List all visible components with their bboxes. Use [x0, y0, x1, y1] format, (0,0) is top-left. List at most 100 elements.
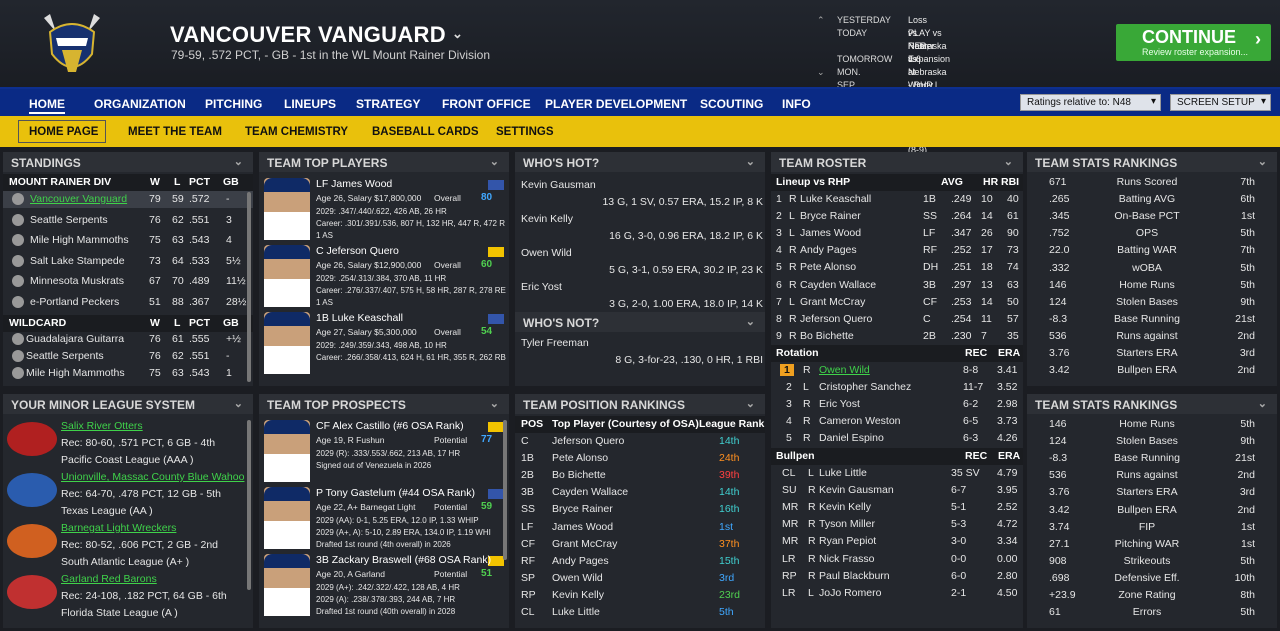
minor-team-name[interactable]: Garland Red Barons — [3, 571, 253, 588]
position-row[interactable]: 1B Pete Alonso 24th — [515, 450, 765, 467]
tab-team-chemistry[interactable]: TEAM CHEMISTRY — [245, 126, 349, 138]
stat-label[interactable]: Bullpen ERA — [1117, 503, 1177, 516]
player-name[interactable]: LF James Wood — [316, 178, 393, 190]
tab-meet-the-team[interactable]: MEET THE TEAM — [128, 126, 222, 138]
chevron-down-icon[interactable]: ⌄ — [1003, 156, 1013, 168]
stat-label[interactable]: Stolen Bases — [1116, 295, 1178, 308]
player-name[interactable]: James Wood — [800, 227, 862, 240]
team-name[interactable]: Minnesota Muskrats — [30, 275, 124, 287]
lineup-row[interactable]: 4 R Andy Pages RF .252 17 73 — [771, 242, 1023, 259]
position-row[interactable]: SS Bryce Rainer 16th — [515, 501, 765, 518]
player-card[interactable]: CF Alex Castillo (#6 OSA Rank) Age 19, R … — [264, 420, 504, 484]
rotation-row[interactable]: 5 R Daniel Espino 6-3 4.26 — [771, 430, 1023, 447]
player-name[interactable]: Owen Wild — [521, 247, 572, 259]
player-card[interactable]: 3B Zackary Braswell (#68 OSA Rank) Age 20… — [264, 554, 504, 618]
player-name[interactable]: CF Alex Castillo (#6 OSA Rank) — [316, 420, 464, 432]
scrollbar[interactable] — [247, 420, 251, 590]
stat-row[interactable]: 536 Runs against 2nd — [1027, 467, 1277, 484]
position-row[interactable]: RP Kevin Kelly 23rd — [515, 587, 765, 604]
standings-row[interactable]: Minnesota Muskrats 67 70 .489 11½ — [3, 273, 253, 290]
player-name[interactable]: Cayden Wallace — [552, 486, 629, 499]
player-name[interactable]: Cayden Wallace — [800, 278, 877, 291]
nav-player-development[interactable]: PLAYER DEVELOPMENT — [545, 97, 688, 111]
team-link[interactable]: Barnegat Light Wreckers — [61, 522, 177, 534]
player-name[interactable]: Bryce Rainer — [800, 210, 861, 223]
scrollbar[interactable] — [503, 420, 507, 560]
bullpen-row[interactable]: MR R Ryan Pepiot 3-0 3.34 — [771, 533, 1023, 550]
chevron-down-icon[interactable]: ⌄ — [817, 67, 825, 77]
stat-row[interactable]: -8.3 Base Running 21st — [1027, 450, 1277, 467]
stat-label[interactable]: Runs against — [1116, 329, 1178, 342]
position-row[interactable]: LF James Wood 1st — [515, 519, 765, 536]
player-name[interactable]: Eric Yost — [521, 281, 562, 293]
tab-home-page[interactable]: HOME PAGE — [29, 126, 99, 138]
stat-label[interactable]: Starters ERA — [1116, 486, 1178, 499]
player-name[interactable]: Bo Bichette — [552, 469, 606, 482]
lineup-row[interactable]: 5 R Pete Alonso DH .251 18 74 — [771, 259, 1023, 276]
player-name[interactable]: Grant McCray — [800, 295, 866, 308]
player-name[interactable]: 1B Luke Keaschall — [316, 312, 403, 324]
stat-label[interactable]: Defensive Eff. — [1114, 571, 1180, 584]
wildcard-row[interactable]: Seattle Serpents 76 62 .551 - — [3, 348, 253, 365]
bullpen-row[interactable]: MR R Tyson Miller 5-3 4.72 — [771, 516, 1023, 533]
stat-row[interactable]: 61 Errors 5th — [1027, 604, 1277, 621]
lineup-row[interactable]: 8 R Jeferson Quero C .254 11 57 — [771, 311, 1023, 328]
player-name[interactable]: Kevin Kelly — [819, 501, 871, 514]
chevron-down-icon[interactable]: ⌄ — [489, 398, 499, 410]
stat-row[interactable]: 124 Stolen Bases 9th — [1027, 433, 1277, 450]
stat-label[interactable]: Errors — [1132, 606, 1162, 619]
ratings-dropdown[interactable]: Ratings relative to: N48 ▾ — [1020, 94, 1161, 111]
lineup-row[interactable]: 3 L James Wood LF .347 26 90 — [771, 225, 1023, 242]
stat-label[interactable]: Base Running — [1114, 312, 1180, 325]
stat-row[interactable]: 3.76 Starters ERA 3rd — [1027, 484, 1277, 501]
minor-team-name[interactable]: Unionville, Massac County Blue Wahoo — [3, 469, 253, 486]
nav-home[interactable]: HOME — [29, 97, 65, 114]
nav-front-office[interactable]: FRONT OFFICE — [442, 97, 531, 111]
stat-row[interactable]: 27.1 Pitching WAR 1st — [1027, 536, 1277, 553]
player-card[interactable]: P Tony Gastelum (#44 OSA Rank) Age 22, A+… — [264, 487, 504, 551]
team-name[interactable]: e-Portland Peckers — [30, 295, 120, 308]
stat-row[interactable]: +23.9 Zone Rating 8th — [1027, 587, 1277, 604]
schedule-value[interactable]: Loss vs NEB, 4-6 — [908, 15, 930, 64]
stat-row[interactable]: 124 Stolen Bases 9th — [1027, 294, 1277, 311]
chevron-down-icon[interactable]: ⌄ — [233, 156, 243, 168]
position-row[interactable]: 2B Bo Bichette 39th — [515, 467, 765, 484]
stat-row[interactable]: 146 Home Runs 5th — [1027, 416, 1277, 433]
tab-baseball-cards[interactable]: BASEBALL CARDS — [372, 126, 479, 138]
stat-label[interactable]: Starters ERA — [1116, 347, 1178, 359]
player-name[interactable]: Owen Wild — [552, 571, 603, 584]
stat-row[interactable]: 908 Strikeouts 5th — [1027, 553, 1277, 570]
standings-row[interactable]: Vancouver Vanguard 79 59 .572 - — [3, 191, 253, 208]
hot-player-name[interactable]: Kevin Gausman — [515, 177, 765, 194]
stat-row[interactable]: .698 Defensive Eff. 10th — [1027, 570, 1277, 587]
stat-label[interactable]: Strikeouts — [1123, 554, 1171, 567]
position-row[interactable]: SP Owen Wild 3rd — [515, 570, 765, 587]
bullpen-row[interactable]: SU R Kevin Gausman 6-7 3.95 — [771, 482, 1023, 499]
standings-row[interactable]: Salt Lake Stampede 73 64 .533 5½ — [3, 253, 253, 270]
stat-label[interactable]: wOBA — [1132, 261, 1162, 274]
stat-label[interactable]: Pitching WAR — [1114, 537, 1180, 550]
player-name[interactable]: Pete Alonso — [800, 261, 857, 274]
rotation-row[interactable]: 4 R Cameron Weston 6-5 3.73 — [771, 413, 1023, 430]
bullpen-row[interactable]: RP R Paul Blackburn 6-0 2.80 — [771, 568, 1023, 585]
chevron-down-icon[interactable]: ⌄ — [745, 316, 755, 328]
chevron-down-icon[interactable]: ⌄ — [1257, 398, 1267, 410]
player-name[interactable]: Kevin Gausman — [819, 484, 894, 497]
hot-player-name[interactable]: Owen Wild — [515, 245, 765, 262]
chevron-up-icon[interactable]: ⌃ — [817, 15, 825, 25]
player-name[interactable]: Kevin Kelly — [521, 213, 573, 225]
team-name[interactable]: Mile High Mammoths — [26, 367, 125, 379]
chevron-down-icon[interactable]: ⌄ — [451, 26, 464, 41]
stat-row[interactable]: .752 OPS 5th — [1027, 225, 1277, 242]
team-name[interactable]: VANCOUVER VANGUARD ⌄ — [170, 22, 464, 47]
minor-team-name[interactable]: Barnegat Light Wreckers — [3, 520, 253, 537]
nav-info[interactable]: INFO — [782, 97, 811, 111]
player-name[interactable]: JoJo Romero — [819, 586, 882, 599]
team-name[interactable]: Guadalajara Guitarra — [26, 333, 125, 345]
player-name[interactable]: Andy Pages — [552, 554, 609, 567]
player-name[interactable]: Bryce Rainer — [552, 503, 613, 516]
player-card[interactable]: C Jeferson Quero Age 26, Salary $12,900,0… — [264, 245, 506, 309]
stat-label[interactable]: Home Runs — [1119, 418, 1175, 430]
stat-label[interactable]: Runs Scored — [1116, 176, 1178, 188]
stat-row[interactable]: 146 Home Runs 5th — [1027, 277, 1277, 294]
